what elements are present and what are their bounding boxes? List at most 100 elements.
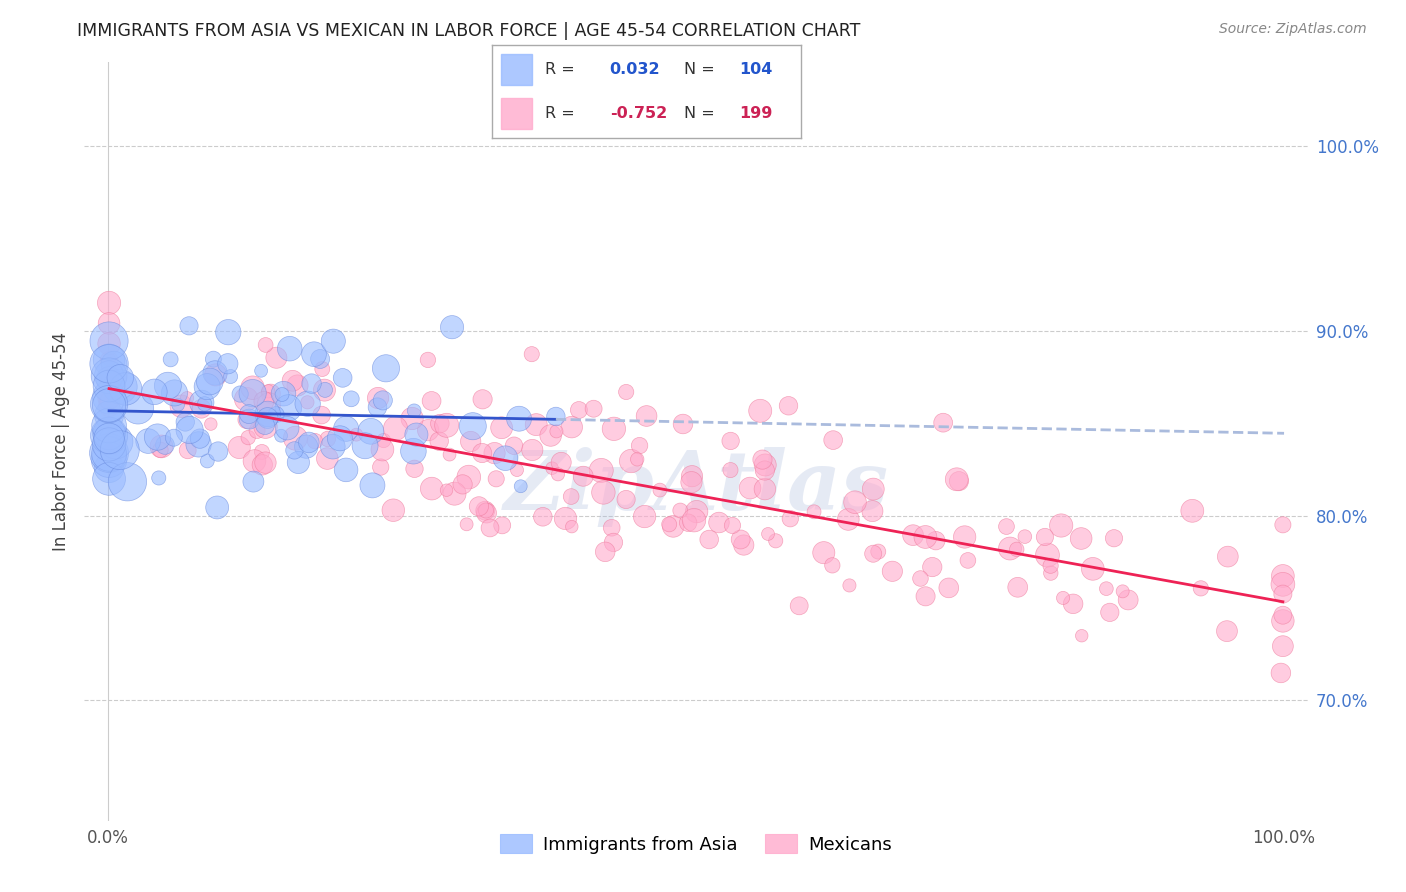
Point — [384, 421, 406, 435]
Point — [284, 431, 307, 445]
Text: 199: 199 — [740, 106, 773, 121]
Point — [98, 352, 121, 367]
Point — [190, 395, 212, 409]
Text: N =: N = — [683, 106, 720, 121]
Point — [460, 434, 482, 449]
Point — [813, 546, 835, 560]
Point — [252, 458, 274, 472]
Point — [420, 482, 443, 496]
Point — [475, 503, 498, 517]
Point — [375, 361, 398, 376]
Point — [1081, 562, 1104, 576]
Point — [485, 472, 508, 486]
Point — [159, 352, 181, 367]
Point — [373, 434, 395, 448]
Point — [765, 533, 787, 548]
Point — [287, 455, 309, 469]
Point — [98, 368, 121, 383]
Point — [235, 392, 257, 406]
Point — [1271, 608, 1294, 623]
Point — [205, 500, 228, 515]
Point — [254, 338, 277, 352]
Point — [1033, 530, 1056, 544]
Point — [491, 518, 513, 533]
Point — [1116, 593, 1139, 607]
Point — [311, 362, 333, 376]
Point — [207, 444, 229, 458]
Point — [344, 427, 367, 442]
Point — [98, 392, 121, 406]
Point — [219, 369, 242, 384]
Point — [177, 318, 200, 333]
Point — [371, 393, 394, 408]
Point — [98, 390, 121, 404]
Point — [238, 407, 260, 421]
Point — [250, 364, 273, 378]
Point — [823, 433, 845, 447]
Point — [420, 393, 443, 408]
Point — [1039, 566, 1062, 580]
Point — [266, 351, 288, 365]
Point — [254, 456, 277, 470]
Point — [547, 467, 569, 482]
Point — [910, 572, 932, 586]
Point — [561, 420, 583, 434]
Point — [754, 482, 776, 496]
Point — [254, 419, 277, 434]
Point — [484, 446, 506, 460]
Point — [474, 503, 496, 517]
Point — [838, 578, 860, 592]
Point — [787, 599, 810, 613]
Point — [271, 387, 294, 401]
Point — [1271, 569, 1294, 583]
Point — [522, 442, 544, 457]
Point — [204, 366, 226, 380]
Point — [98, 334, 121, 348]
Point — [1036, 548, 1059, 562]
Point — [98, 353, 121, 368]
Point — [98, 372, 121, 386]
Point — [779, 512, 801, 526]
Point — [676, 516, 699, 530]
Point — [862, 547, 884, 561]
Point — [98, 418, 121, 433]
Point — [1014, 530, 1036, 544]
Point — [98, 472, 121, 486]
Point — [195, 379, 218, 393]
Point — [98, 296, 121, 310]
Point — [626, 452, 648, 467]
Point — [751, 452, 773, 467]
Point — [508, 411, 530, 425]
Point — [98, 436, 121, 450]
Point — [540, 428, 562, 442]
Point — [301, 376, 323, 391]
Point — [114, 382, 136, 396]
Point — [1005, 542, 1028, 557]
Point — [316, 451, 339, 466]
Point — [1050, 518, 1073, 533]
Point — [190, 401, 212, 416]
Point — [1070, 629, 1092, 643]
Point — [1007, 580, 1029, 594]
Point — [1039, 558, 1062, 573]
Point — [560, 490, 582, 504]
Point — [297, 397, 319, 411]
Point — [98, 426, 121, 441]
Point — [371, 442, 394, 457]
Point — [98, 444, 121, 458]
Point — [461, 419, 484, 434]
Point — [146, 430, 169, 444]
Point — [238, 412, 260, 426]
Point — [938, 581, 960, 595]
Point — [98, 461, 121, 475]
Point — [253, 394, 276, 409]
Point — [457, 470, 479, 484]
Point — [844, 495, 866, 509]
Point — [250, 445, 273, 459]
Point — [281, 374, 304, 388]
Point — [738, 481, 761, 495]
Point — [256, 407, 278, 421]
Point — [156, 378, 179, 392]
Point — [361, 478, 384, 492]
Point — [98, 357, 121, 371]
